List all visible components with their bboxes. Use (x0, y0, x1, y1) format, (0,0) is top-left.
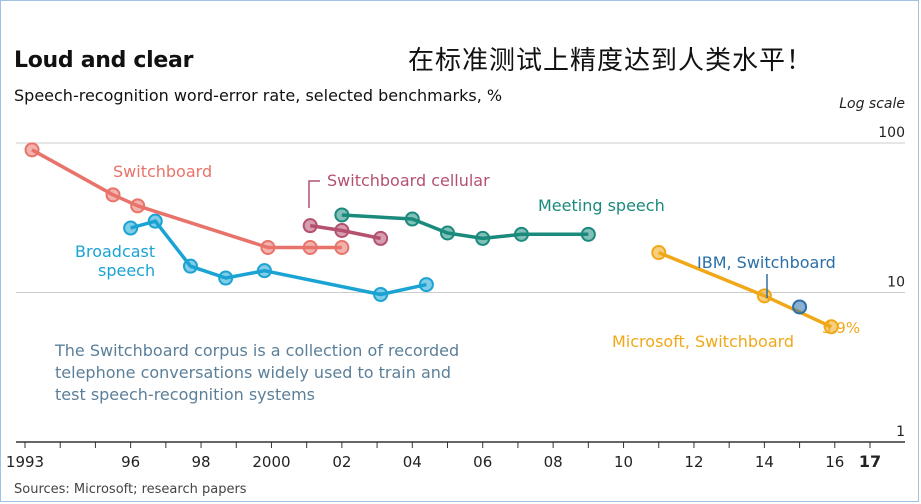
series-group (24, 142, 839, 335)
broadcast-point (256, 263, 272, 279)
microsoft-point (756, 288, 772, 304)
x-axis: 1993 96 98 2000 02 04 06 08 10 12 14 16 17 (6, 441, 905, 471)
broadcast-point (218, 270, 234, 286)
microsoft-point (823, 319, 839, 335)
meeting-point (475, 230, 491, 246)
microsoft-switchboard-label: Microsoft, Switchboard (612, 332, 794, 351)
switchboard-point (130, 198, 146, 214)
y-tick-labels: 1 10 100 (878, 125, 905, 440)
x-tick-label: 04 (403, 453, 422, 471)
x-tick-label: 16 (825, 453, 844, 471)
switchboard_cellular-point (334, 222, 350, 238)
chinese-caption: 在标准测试上精度达到人类水平！ (408, 46, 814, 76)
source-note: Sources: Microsoft; research papers (14, 482, 247, 497)
ibm-switchboard-label: IBM, Switchboard (697, 253, 836, 272)
series-meeting (334, 207, 596, 246)
y-tick-label: 10 (887, 275, 905, 291)
x-tick-label: 10 (614, 453, 633, 471)
broadcast-label-line2: speech (98, 261, 155, 280)
broadcast-point (418, 277, 434, 293)
switchboard-point (260, 239, 276, 255)
broadcast-point (373, 286, 389, 302)
meeting-point (440, 225, 455, 241)
series-switchboard_cellular (302, 218, 389, 246)
series-microsoft (651, 245, 839, 335)
x-tick-label: 12 (684, 453, 703, 471)
x-tick-label: 02 (332, 453, 351, 471)
x-tick-label: 14 (755, 453, 774, 471)
x-tick-label: 2000 (252, 453, 290, 471)
x-tick-label: 1993 (6, 453, 44, 471)
switchboard-corpus-note: The Switchboard corpus is a collection o… (55, 341, 460, 404)
y-tick-label: 100 (878, 125, 905, 141)
y-tick-label: 1 (896, 424, 905, 440)
chart-title: Loud and clear (14, 48, 194, 73)
switchboard-cellular-label: Switchboard cellular (327, 171, 490, 190)
broadcast-point (182, 258, 198, 274)
switchboard-point (105, 187, 121, 203)
meeting-speech-label: Meeting speech (538, 196, 665, 215)
x-tick-label: 06 (473, 453, 492, 471)
broadcast-label-line1: Broadcast (75, 242, 155, 261)
x-tick-label: 17 (859, 452, 881, 471)
switchboard-point (334, 239, 350, 255)
meeting-point (580, 226, 596, 242)
chart-subtitle: Speech-recognition word-error rate, sele… (14, 86, 503, 105)
switchboard-cellular-leader (308, 180, 320, 208)
switchboard_cellular-point (302, 218, 318, 234)
meeting-line (341, 213, 589, 241)
switchboard-point (302, 239, 318, 255)
meeting-point (404, 211, 420, 227)
switchboard-point (24, 142, 40, 158)
end-value-label: 5.9% (822, 319, 860, 337)
log-scale-note: Log scale (839, 96, 905, 112)
ibm-point (792, 299, 808, 315)
switchboard_cellular-point (373, 230, 389, 246)
switchboard-label: Switchboard (113, 162, 212, 181)
series-ibm (792, 299, 808, 315)
x-tick-label: 96 (121, 453, 140, 471)
broadcast-point (147, 213, 163, 229)
series-broadcast (123, 213, 434, 302)
meeting-point (334, 207, 350, 223)
x-tick-label: 98 (191, 453, 210, 471)
x-tick-label: 08 (544, 453, 563, 471)
series-switchboard (24, 142, 350, 255)
broadcast-point (123, 220, 139, 236)
microsoft-point (651, 245, 667, 261)
meeting-point (513, 226, 529, 242)
